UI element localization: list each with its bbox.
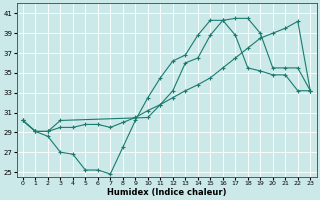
X-axis label: Humidex (Indice chaleur): Humidex (Indice chaleur) bbox=[107, 188, 226, 197]
